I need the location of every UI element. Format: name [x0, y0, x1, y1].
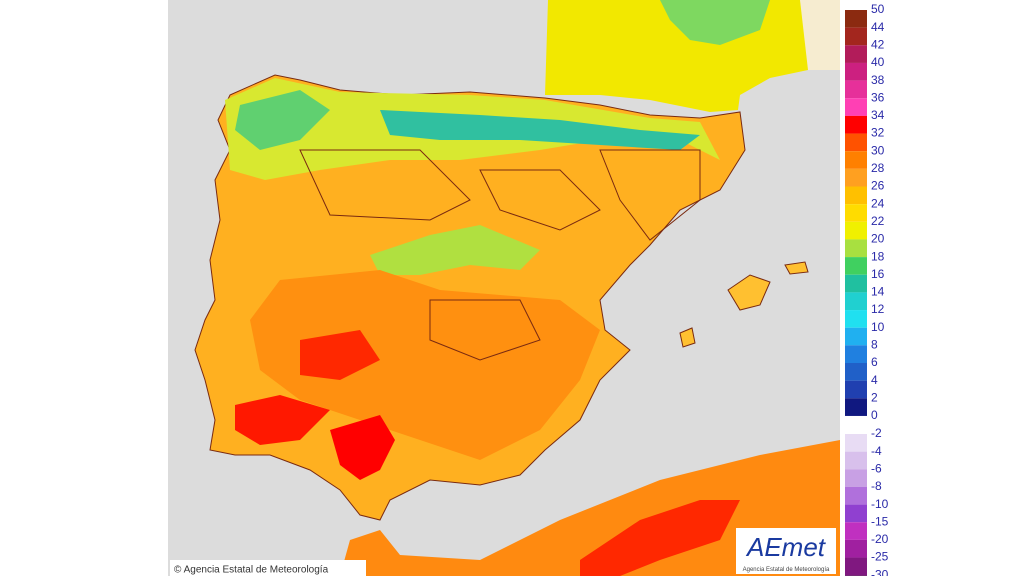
- galicia-cool: [235, 90, 330, 150]
- legend-label: 28: [871, 161, 885, 175]
- legend-swatch: [845, 151, 867, 169]
- legend-label: 40: [871, 55, 885, 69]
- legend-swatch: [845, 486, 867, 505]
- region-borders: [299, 149, 701, 361]
- logo-box: [736, 528, 836, 574]
- legend-label: -25: [871, 550, 889, 564]
- legend-swatch: [845, 221, 867, 240]
- legend-label: 34: [871, 108, 885, 122]
- hot-zone-1: [300, 330, 380, 380]
- legend-swatch: [845, 168, 867, 187]
- legend-label: 10: [871, 320, 885, 334]
- legend-swatch: [845, 310, 867, 328]
- legend-label: 42: [871, 37, 885, 51]
- legend-swatch: [845, 204, 867, 222]
- legend-label: -30: [871, 567, 889, 576]
- legend-label: -8: [871, 479, 882, 493]
- legend-label: -15: [871, 514, 889, 528]
- logo-subtitle: Agencia Estatal de Meteorología: [743, 567, 830, 573]
- legend-swatch: [845, 133, 867, 152]
- legend-label: 32: [871, 126, 885, 140]
- legend-label: -10: [871, 497, 889, 511]
- hot-zone-3: [330, 415, 395, 480]
- logo: AEmet: [745, 532, 827, 562]
- legend-label: 30: [871, 143, 885, 157]
- legend-swatch: [845, 27, 867, 46]
- legend-swatch: [845, 115, 867, 134]
- legend-label: 26: [871, 179, 885, 193]
- legend-label: 6: [871, 355, 878, 369]
- legend-swatch: [845, 434, 867, 452]
- legend-swatch: [845, 363, 867, 381]
- legend-label: 36: [871, 90, 885, 104]
- legend-swatch: [845, 257, 867, 275]
- menorca: [784, 261, 809, 275]
- legend-swatch: [845, 345, 867, 363]
- legend-swatch: [845, 539, 867, 558]
- legend-label: 18: [871, 249, 885, 263]
- legend-swatch: [845, 522, 867, 540]
- legend-label: 24: [871, 196, 885, 210]
- credit: © Agencia Estatal de Meteorología: [174, 565, 329, 576]
- mallorca: [727, 274, 771, 311]
- legend-label: 0: [871, 408, 878, 422]
- atlas-hot: [580, 500, 740, 576]
- credit-box: [170, 560, 366, 576]
- land-edge: [800, 0, 840, 70]
- legend-swatch: [845, 80, 867, 99]
- legend-swatch: [845, 45, 867, 63]
- legend-swatch: [845, 186, 867, 205]
- ibiza: [679, 327, 696, 348]
- legend-label: 2: [871, 390, 878, 404]
- legend-label: 20: [871, 232, 885, 246]
- legend-swatch: [845, 469, 867, 487]
- legend-label: 14: [871, 285, 885, 299]
- central-cool: [370, 225, 540, 275]
- legend-swatch: [845, 292, 867, 311]
- legend-swatch: [845, 557, 867, 576]
- legend-swatch: [845, 380, 867, 399]
- legend-label: -20: [871, 532, 889, 546]
- south-warm: [250, 270, 600, 460]
- legend-label: 50: [871, 2, 885, 16]
- legend-swatch: [845, 504, 867, 523]
- legend-swatch: [845, 62, 867, 81]
- legend-swatch: [845, 398, 867, 416]
- legend-label: 38: [871, 73, 885, 87]
- legend-swatch: [845, 10, 867, 28]
- legend-label: 16: [871, 267, 885, 281]
- legend-swatch: [845, 98, 867, 116]
- legend-label: 12: [871, 302, 885, 316]
- legend-label: -6: [871, 461, 882, 475]
- north-africa: [340, 440, 840, 576]
- legend-label: -2: [871, 426, 882, 440]
- cantabria-cool: [380, 110, 700, 150]
- legend-label: 8: [871, 338, 878, 352]
- legend-label: 44: [871, 20, 885, 34]
- hot-zone-2: [235, 395, 330, 445]
- legend-label: -4: [871, 444, 882, 458]
- legend-label: 22: [871, 214, 885, 228]
- alps-cool: [660, 0, 770, 45]
- legend-label: 4: [871, 373, 878, 387]
- legend-swatch: [845, 239, 867, 258]
- legend-swatch: [845, 327, 867, 346]
- legend-swatch: [845, 451, 867, 470]
- legend-swatch: [845, 274, 867, 293]
